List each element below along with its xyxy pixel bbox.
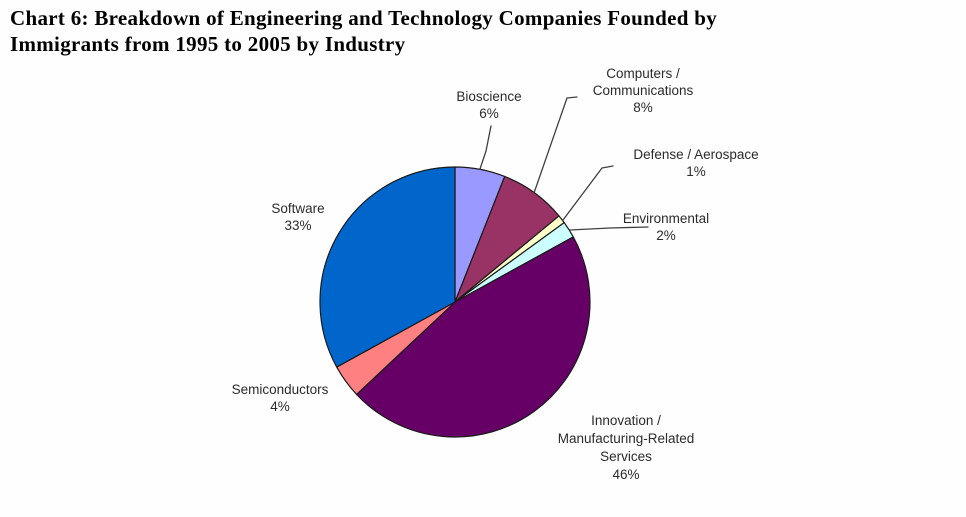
leader-line-computers [533,96,578,194]
slice-software [319,166,456,368]
pie-label-bioscience: Bioscience 6% [456,89,522,121]
pie-label-innovation-manufacturing-related-services: Innovation / Manufacturing-Related Servi… [557,413,695,482]
pie-label-software: Software 33% [271,201,325,233]
leader-line-defense [562,165,614,221]
pie-label-environmental: Environmental 2% [622,211,710,243]
pie-label-defense-aerospace: Defense / Aerospace 1% [633,147,759,179]
slice-innovation-manufacturing-related-services [355,236,591,438]
chart-title: Chart 6: Breakdown of Engineering and Te… [10,6,718,56]
leader-line-environmental [569,226,649,231]
pie-label-semiconductors: Semiconductors 4% [231,382,329,414]
leader-line-bioscience [479,125,492,170]
pie-label-computers-communications: Computers / Communications 8% [592,66,694,115]
